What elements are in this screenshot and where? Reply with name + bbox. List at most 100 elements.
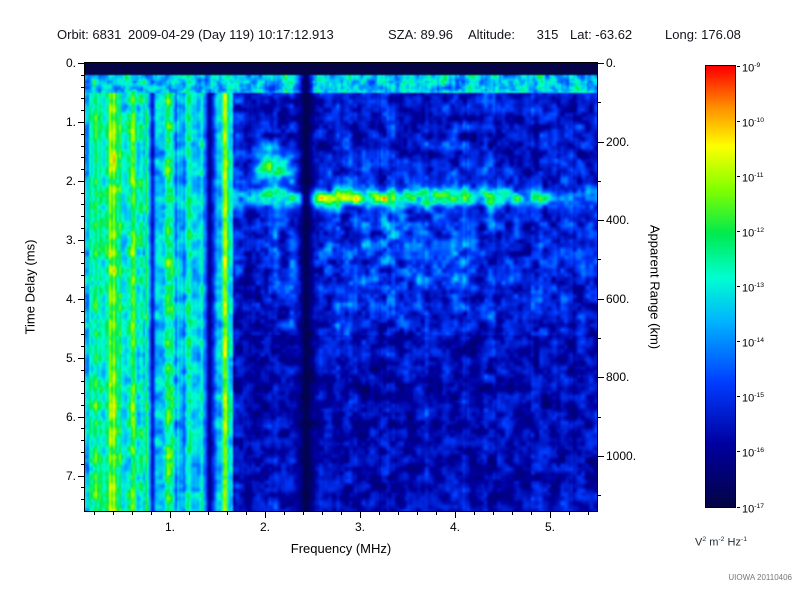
colorbar-tick-label: 10-9 [742, 62, 761, 75]
x-tick-label: 3. [354, 520, 365, 534]
y-minor-tick-left [81, 452, 84, 453]
y-tick-label-right: 600. [606, 292, 630, 306]
y-minor-tick-left [81, 252, 84, 253]
x-minor-tick [379, 512, 380, 515]
colorbar-tick [737, 396, 740, 397]
colorbar-tick [737, 507, 740, 508]
colorbar-tick-label: 10-14 [742, 337, 765, 350]
y-minor-tick-left [81, 157, 84, 158]
y-minor-tick-left [81, 228, 84, 229]
y-minor-tick-left [81, 169, 84, 170]
x-minor-tick [113, 512, 114, 515]
header-long: Long: 176.08 [665, 27, 741, 42]
header-sza: SZA: 89.96 [388, 27, 454, 42]
y-minor-tick-left [81, 287, 84, 288]
credit-text: UIOWA 20110406 [728, 573, 792, 582]
plot-frame [84, 62, 598, 512]
y-minor-tick-left [81, 499, 84, 500]
colorbar-tick [737, 121, 740, 122]
header-datetime: 2009-04-29 (Day 119) 10:17:12.913 [128, 27, 334, 42]
y-tick-left [78, 417, 84, 418]
y-minor-tick-right [598, 181, 601, 182]
x-minor-tick [246, 512, 247, 515]
y-minor-tick-left [81, 464, 84, 465]
colorbar-tick [737, 66, 740, 67]
y-tick-right [598, 377, 604, 378]
y-tick-label-left: 6. [65, 410, 76, 424]
x-tick [455, 512, 456, 518]
header-altitude: Altitude: 315 [468, 27, 559, 42]
y-minor-tick-left [81, 134, 84, 135]
colorbar-tick-label: 10-16 [742, 447, 765, 460]
y-minor-tick-left [81, 98, 84, 99]
x-minor-tick [512, 512, 513, 515]
y-minor-tick-left [81, 263, 84, 264]
x-minor-tick [284, 512, 285, 515]
x-minor-tick [341, 512, 342, 515]
x-minor-tick [208, 512, 209, 515]
colorbar-tick-label: 10-15 [742, 392, 765, 405]
header-orbit: Orbit: 6831 [57, 27, 122, 42]
y-tick-label-right: 400. [606, 213, 630, 227]
y-minor-tick-left [81, 381, 84, 382]
x-minor-tick [569, 512, 570, 515]
y-minor-tick-left [81, 440, 84, 441]
y-minor-tick-left [81, 216, 84, 217]
y-minor-tick-left [81, 204, 84, 205]
x-minor-tick [322, 512, 323, 515]
y-tick-label-left: 5. [65, 351, 76, 365]
colorbar-unit-label: V2 m-2 Hz-1 [695, 536, 747, 549]
y-minor-tick-left [81, 87, 84, 88]
y-tick-left [78, 240, 84, 241]
y-minor-tick-left [81, 393, 84, 394]
x-minor-tick [436, 512, 437, 515]
y-axis-title-left: Time Delay (ms) [22, 239, 38, 335]
x-tick [360, 512, 361, 518]
y-tick-left [78, 299, 84, 300]
x-tick [265, 512, 266, 518]
y-minor-tick-right [598, 417, 601, 418]
colorbar-tick [737, 231, 740, 232]
y-tick-right [598, 299, 604, 300]
x-tick-label: 2. [259, 520, 270, 534]
x-minor-tick [303, 512, 304, 515]
y-tick-right [598, 142, 604, 143]
y-tick-label-left: 3. [65, 233, 76, 247]
y-axis-title-right: Apparent Range (km) [647, 224, 663, 350]
x-minor-tick [493, 512, 494, 515]
x-minor-tick [474, 512, 475, 515]
colorbar-tick-label: 10-10 [742, 117, 765, 130]
y-minor-tick-left [81, 75, 84, 76]
colorbar-tick-label: 10-17 [742, 503, 765, 516]
header-lat: Lat: -63.62 [570, 27, 633, 42]
x-minor-tick [398, 512, 399, 515]
x-minor-tick [588, 512, 589, 515]
y-tick-label-left: 1. [65, 115, 76, 129]
y-tick-left [78, 476, 84, 477]
y-tick-label-left: 4. [65, 292, 76, 306]
x-tick-label: 1. [164, 520, 175, 534]
y-minor-tick-left [81, 487, 84, 488]
y-tick-left [78, 358, 84, 359]
y-tick-label-left: 2. [65, 174, 76, 188]
y-minor-tick-left [81, 405, 84, 406]
y-tick-label-left: 0. [65, 56, 76, 70]
y-tick-right [598, 456, 604, 457]
y-tick-label-right: 800. [606, 370, 630, 384]
colorbar-tick-label: 10-13 [742, 282, 765, 295]
colorbar-tick [737, 176, 740, 177]
colorbar-tick [737, 286, 740, 287]
y-tick-right [598, 220, 604, 221]
colorbar-tick-label: 10-11 [742, 172, 764, 185]
y-minor-tick-right [598, 495, 601, 496]
y-minor-tick-left [81, 428, 84, 429]
x-tick-label: 4. [449, 520, 460, 534]
colorbar-tick-label: 10-12 [742, 227, 765, 240]
colorbar-tick [737, 341, 740, 342]
x-minor-tick [417, 512, 418, 515]
y-minor-tick-left [81, 110, 84, 111]
y-tick-left [78, 63, 84, 64]
colorbar-canvas [706, 66, 735, 507]
y-minor-tick-left [81, 311, 84, 312]
